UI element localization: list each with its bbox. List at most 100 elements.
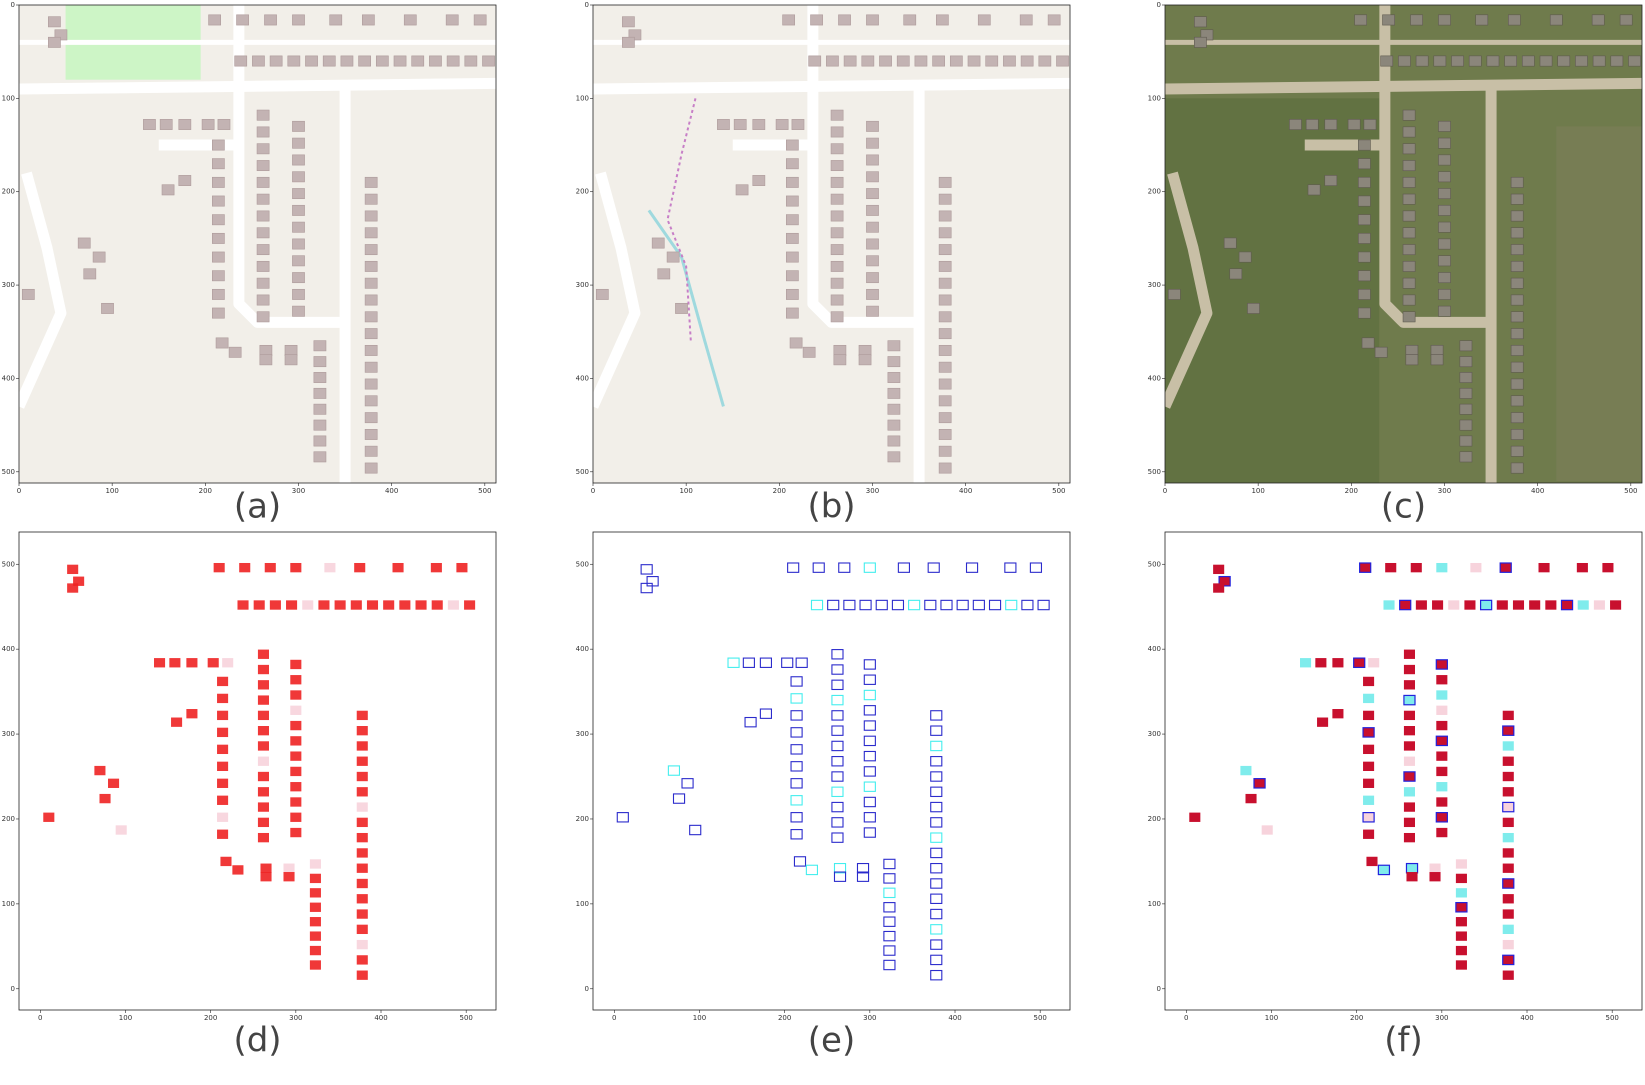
building [313,340,327,352]
building [1317,717,1329,727]
building [622,36,635,48]
building [1402,143,1416,155]
building [1038,55,1052,67]
building [1403,741,1415,751]
building [883,916,896,927]
building [1402,160,1416,172]
building [264,14,277,26]
building [1502,894,1514,904]
building [1436,827,1448,838]
y-tick-label: 200 [576,188,589,196]
building [1510,395,1524,407]
building [1358,139,1371,151]
road [19,171,67,409]
building [930,771,943,782]
building [313,435,327,447]
building [938,344,952,356]
building [1358,251,1371,263]
building [305,55,318,67]
building [217,761,229,771]
building [257,649,269,659]
building [364,176,378,188]
building [212,251,225,263]
building [930,908,943,920]
building [903,14,917,26]
building [364,344,378,356]
building [866,288,879,300]
x-tick-label: 0 [612,1014,616,1022]
building [256,260,270,272]
building [863,781,876,792]
building [938,176,952,188]
building [217,727,229,738]
x-tick-label: 300 [289,1014,302,1022]
building [313,419,327,431]
x-tick-label: 100 [1265,1014,1278,1022]
building [810,14,823,26]
panel [593,532,1070,1010]
building [744,716,757,728]
x-tick-label: 0 [17,487,21,495]
building [1403,726,1415,736]
building [1020,55,1034,67]
building [787,562,800,573]
building [833,344,847,356]
building [1403,832,1415,843]
building [284,344,298,356]
building [930,847,943,859]
building [1510,193,1524,205]
building [863,796,876,808]
x-tick-label: 200 [778,1014,791,1022]
building [1433,55,1447,67]
building [930,786,943,798]
building [264,562,276,573]
building [938,227,952,239]
building [936,14,949,26]
building [1430,354,1444,366]
building [1021,599,1034,611]
building [667,765,681,776]
panel-label: (f) [1384,1021,1423,1061]
y-tick-label: 500 [1148,468,1161,476]
building [1438,255,1451,267]
building [1538,562,1550,573]
building [752,175,766,186]
building [1405,344,1419,356]
building [810,599,824,611]
building [831,694,844,706]
building [1436,705,1448,715]
building [1602,562,1614,573]
building [1502,848,1514,858]
building [790,795,803,806]
building [967,55,981,67]
building [1502,741,1514,751]
building [161,184,175,196]
building [257,664,269,675]
background [593,532,1070,1010]
x-tick-label: 100 [119,1014,132,1022]
building [292,14,305,26]
building [786,176,799,188]
building [1549,14,1563,26]
building [403,14,417,26]
y-tick-label: 400 [2,374,15,382]
building [1403,680,1415,690]
building [92,251,106,263]
y-tick-label: 200 [2,188,15,196]
building [1383,600,1395,610]
building [364,378,378,390]
building [356,787,368,797]
building [290,659,302,670]
building [887,356,901,368]
building [681,778,694,789]
building [1366,856,1378,867]
building [595,288,609,300]
building [640,582,653,594]
building [77,237,91,249]
building [1363,744,1375,755]
stream [647,209,725,407]
building [217,710,229,721]
building [866,154,879,166]
building [1358,214,1371,226]
building [733,119,747,130]
